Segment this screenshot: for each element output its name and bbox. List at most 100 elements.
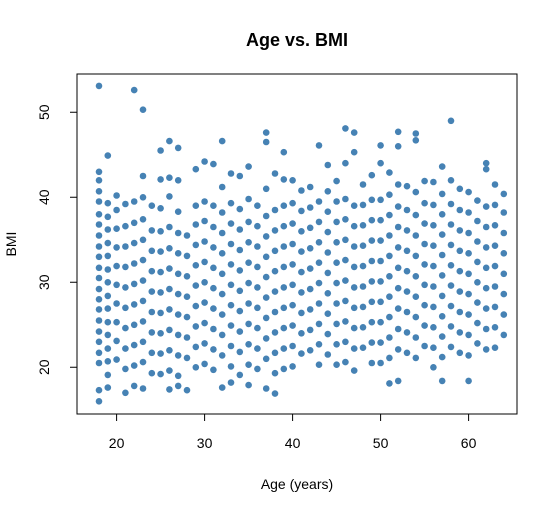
data-point — [465, 290, 472, 298]
data-point — [430, 201, 437, 209]
data-point — [245, 218, 252, 226]
data-point — [438, 313, 446, 320]
data-point — [95, 211, 103, 218]
data-point — [394, 244, 402, 251]
data-point — [139, 338, 147, 346]
data-point — [482, 264, 490, 272]
data-point — [412, 313, 420, 321]
data-point — [412, 130, 420, 137]
data-point — [192, 165, 200, 173]
data-point — [324, 310, 332, 318]
data-point — [456, 349, 464, 357]
data-point — [113, 356, 120, 363]
data-point — [315, 142, 323, 149]
data-point — [421, 220, 428, 227]
data-point — [421, 281, 428, 289]
data-point — [95, 386, 103, 394]
data-point — [430, 242, 437, 249]
data-point — [456, 185, 464, 193]
data-point — [342, 318, 349, 325]
data-point — [368, 318, 376, 326]
data-point — [359, 222, 367, 229]
data-point — [227, 342, 235, 350]
data-point — [491, 222, 499, 229]
data-point — [210, 223, 217, 231]
data-point — [350, 202, 358, 209]
data-point — [377, 159, 384, 167]
data-point — [271, 349, 279, 357]
data-point — [456, 206, 464, 214]
data-point — [482, 165, 490, 173]
x-tick-label: 60 — [461, 435, 477, 451]
data-point — [474, 238, 481, 245]
data-point — [236, 348, 244, 356]
data-point — [245, 300, 252, 307]
data-point — [157, 330, 164, 337]
data-point — [227, 379, 235, 386]
data-point — [166, 193, 173, 200]
data-point — [447, 241, 455, 249]
data-point — [254, 345, 261, 352]
data-point — [403, 182, 411, 190]
data-point — [350, 284, 358, 291]
data-point — [271, 308, 279, 316]
data-point — [166, 245, 173, 252]
data-point — [333, 218, 340, 226]
data-point — [350, 263, 358, 271]
data-point — [377, 278, 384, 285]
data-point — [104, 358, 112, 365]
data-point — [201, 158, 208, 165]
data-point — [403, 288, 411, 295]
data-point — [280, 202, 288, 209]
data-point — [394, 346, 402, 353]
data-point — [430, 364, 437, 371]
data-point — [236, 328, 244, 335]
data-point — [113, 318, 120, 326]
data-point — [412, 188, 420, 196]
data-point — [350, 304, 358, 312]
data-point — [412, 211, 420, 219]
data-point — [500, 290, 508, 298]
data-point — [201, 217, 208, 225]
data-point — [298, 309, 305, 317]
data-point — [368, 237, 376, 244]
data-point — [377, 216, 384, 224]
data-point — [183, 232, 191, 239]
data-point — [139, 318, 147, 325]
data-point — [333, 198, 340, 205]
data-point — [280, 324, 288, 332]
data-point — [157, 228, 164, 235]
data-point — [306, 326, 314, 334]
data-point — [262, 335, 270, 342]
data-point — [289, 220, 296, 227]
data-point — [421, 301, 428, 309]
data-point — [210, 264, 217, 272]
data-point — [218, 183, 226, 191]
data-point — [333, 341, 340, 348]
data-point — [148, 308, 156, 316]
data-point — [482, 305, 490, 312]
data-point — [298, 330, 305, 337]
data-point — [456, 308, 464, 316]
data-point — [456, 329, 464, 336]
data-point — [157, 268, 164, 276]
data-point — [430, 178, 437, 186]
data-point — [306, 183, 314, 191]
data-point — [394, 305, 402, 312]
data-point — [342, 256, 349, 264]
data-point — [377, 318, 384, 326]
data-point — [430, 344, 437, 352]
data-point — [113, 244, 120, 251]
data-point — [447, 262, 455, 269]
data-point — [271, 206, 279, 214]
data-point — [421, 261, 428, 268]
data-point — [192, 241, 200, 249]
data-point — [210, 202, 217, 209]
data-point — [438, 163, 446, 170]
data-point — [122, 200, 129, 208]
data-point — [139, 236, 147, 244]
data-point — [104, 279, 112, 286]
data-point — [298, 248, 305, 255]
data-point — [280, 345, 288, 352]
data-point — [218, 352, 226, 359]
